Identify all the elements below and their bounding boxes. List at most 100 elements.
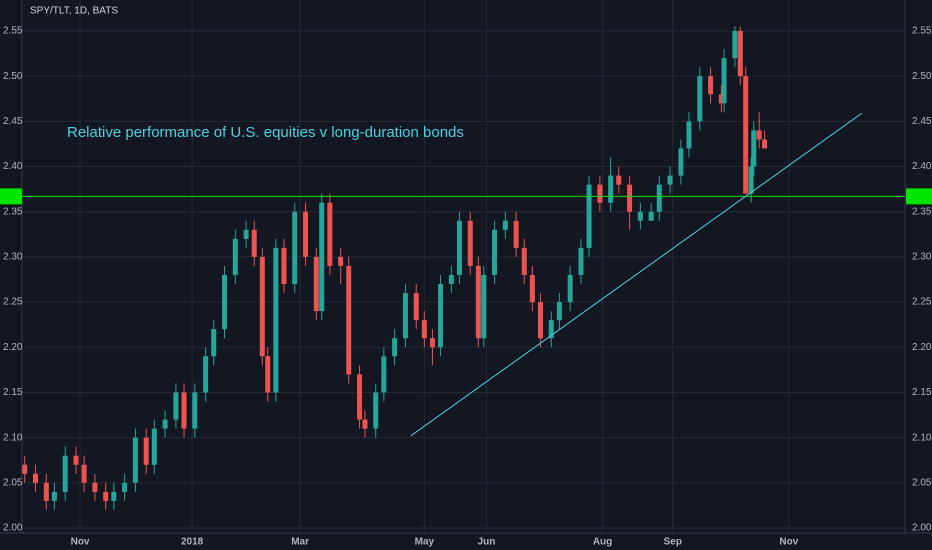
candle-body <box>222 274 228 330</box>
y-tick-label: 2.25 <box>3 297 23 308</box>
candle-body <box>627 184 633 212</box>
candle-body <box>181 392 187 429</box>
candle-body <box>346 265 352 375</box>
candle-body <box>721 58 727 104</box>
candle-body <box>529 274 535 303</box>
candle-body <box>456 220 462 275</box>
y-tick-label: 2.10 <box>3 432 23 443</box>
candle-body <box>656 184 662 212</box>
y-tick-label: 2.45 <box>912 116 932 127</box>
candle-body <box>762 139 768 149</box>
candle-body <box>756 130 762 140</box>
candle-body <box>648 211 654 221</box>
candle-body <box>319 202 325 312</box>
candle-body <box>586 184 592 248</box>
candle-body <box>259 256 265 357</box>
candle-body <box>737 31 743 77</box>
y-tick-label: 2.10 <box>912 432 932 443</box>
candle-body <box>292 211 298 285</box>
candle-body <box>392 338 398 357</box>
candle-body <box>151 428 157 465</box>
y-tick-label: 2.30 <box>912 252 932 263</box>
y-tick-label: 2.20 <box>3 342 23 353</box>
y-tick-label: 2.15 <box>3 387 23 398</box>
candle-body <box>381 356 387 393</box>
y-tick-label: 2.30 <box>3 252 23 263</box>
x-tick-label: Jun <box>478 537 496 548</box>
candle-body <box>732 31 738 59</box>
x-tick-label: Aug <box>593 537 612 548</box>
candle-body <box>521 247 527 275</box>
y-tick-label: 2.25 <box>912 297 932 308</box>
y-tick-label: 2.00 <box>912 523 932 534</box>
candle-body <box>597 184 603 203</box>
candle-body <box>51 491 57 501</box>
candle-body <box>92 482 98 492</box>
y-tick-label: 2.20 <box>912 342 932 353</box>
candle-body <box>467 220 473 266</box>
x-tick-label: 2018 <box>181 537 204 548</box>
candle-body <box>251 229 257 257</box>
y-tick-label: 2.35 <box>912 206 932 217</box>
candle-body <box>173 392 179 420</box>
candle-body <box>111 491 117 501</box>
y-tick-label: 2.45 <box>3 116 23 127</box>
y-tick-label: 2.05 <box>3 477 23 488</box>
candle-body <box>73 455 79 465</box>
candle-body <box>103 491 109 501</box>
level-axis-tag <box>0 188 22 205</box>
candle-body <box>303 211 309 257</box>
chart-title: SPY/TLT, 1D, BATS <box>30 6 118 17</box>
candle-body <box>122 482 128 492</box>
candle-body <box>243 229 249 239</box>
candle-body <box>616 175 622 185</box>
candle-body <box>62 455 68 492</box>
candle-body <box>265 356 271 393</box>
candle-body <box>273 247 279 393</box>
candle-body <box>313 256 319 312</box>
candle-body <box>132 437 138 483</box>
candle-body <box>578 247 584 275</box>
candle-body <box>413 293 419 321</box>
candle-body <box>338 256 344 266</box>
candle-body <box>513 220 519 248</box>
candle-body <box>448 274 454 285</box>
candle-body <box>402 293 408 339</box>
y-tick-label: 2.55 <box>3 26 23 37</box>
candle-body <box>697 76 703 122</box>
candle-body <box>502 220 508 230</box>
candle-body <box>492 229 498 275</box>
candle-body <box>362 419 368 429</box>
annotation: Relative performance of U.S. equities v … <box>67 124 464 141</box>
y-tick-label: 2.50 <box>912 71 932 82</box>
candle-body <box>548 320 554 339</box>
trend-line <box>410 112 863 437</box>
candle-body <box>678 148 684 176</box>
candle-body <box>281 247 287 285</box>
x-tick-label: May <box>415 537 435 548</box>
y-tick-label: 2.35 <box>3 206 23 217</box>
candle-body <box>556 302 562 321</box>
candle-body <box>567 274 573 303</box>
candle-body <box>608 175 614 203</box>
candle-body <box>421 320 427 339</box>
x-tick-label: Mar <box>291 537 309 548</box>
candle-body <box>192 392 198 429</box>
x-tick-label: Nov <box>71 537 90 548</box>
candle-body <box>373 392 379 429</box>
candle-body <box>22 464 28 474</box>
y-tick-label: 2.05 <box>912 477 932 488</box>
candle-body <box>232 238 238 275</box>
candle-body <box>686 121 692 149</box>
candle-body <box>637 211 643 221</box>
candle-body <box>357 374 363 420</box>
y-tick-label: 2.40 <box>912 161 932 172</box>
y-tick-label: 2.15 <box>912 387 932 398</box>
y-tick-label: 2.50 <box>3 71 23 82</box>
candle-body <box>481 274 487 339</box>
candle-body <box>81 464 87 483</box>
candle-body <box>203 356 209 393</box>
x-tick-label: Sep <box>664 537 682 548</box>
level-axis-tag <box>906 188 932 205</box>
candle-body <box>211 329 217 357</box>
